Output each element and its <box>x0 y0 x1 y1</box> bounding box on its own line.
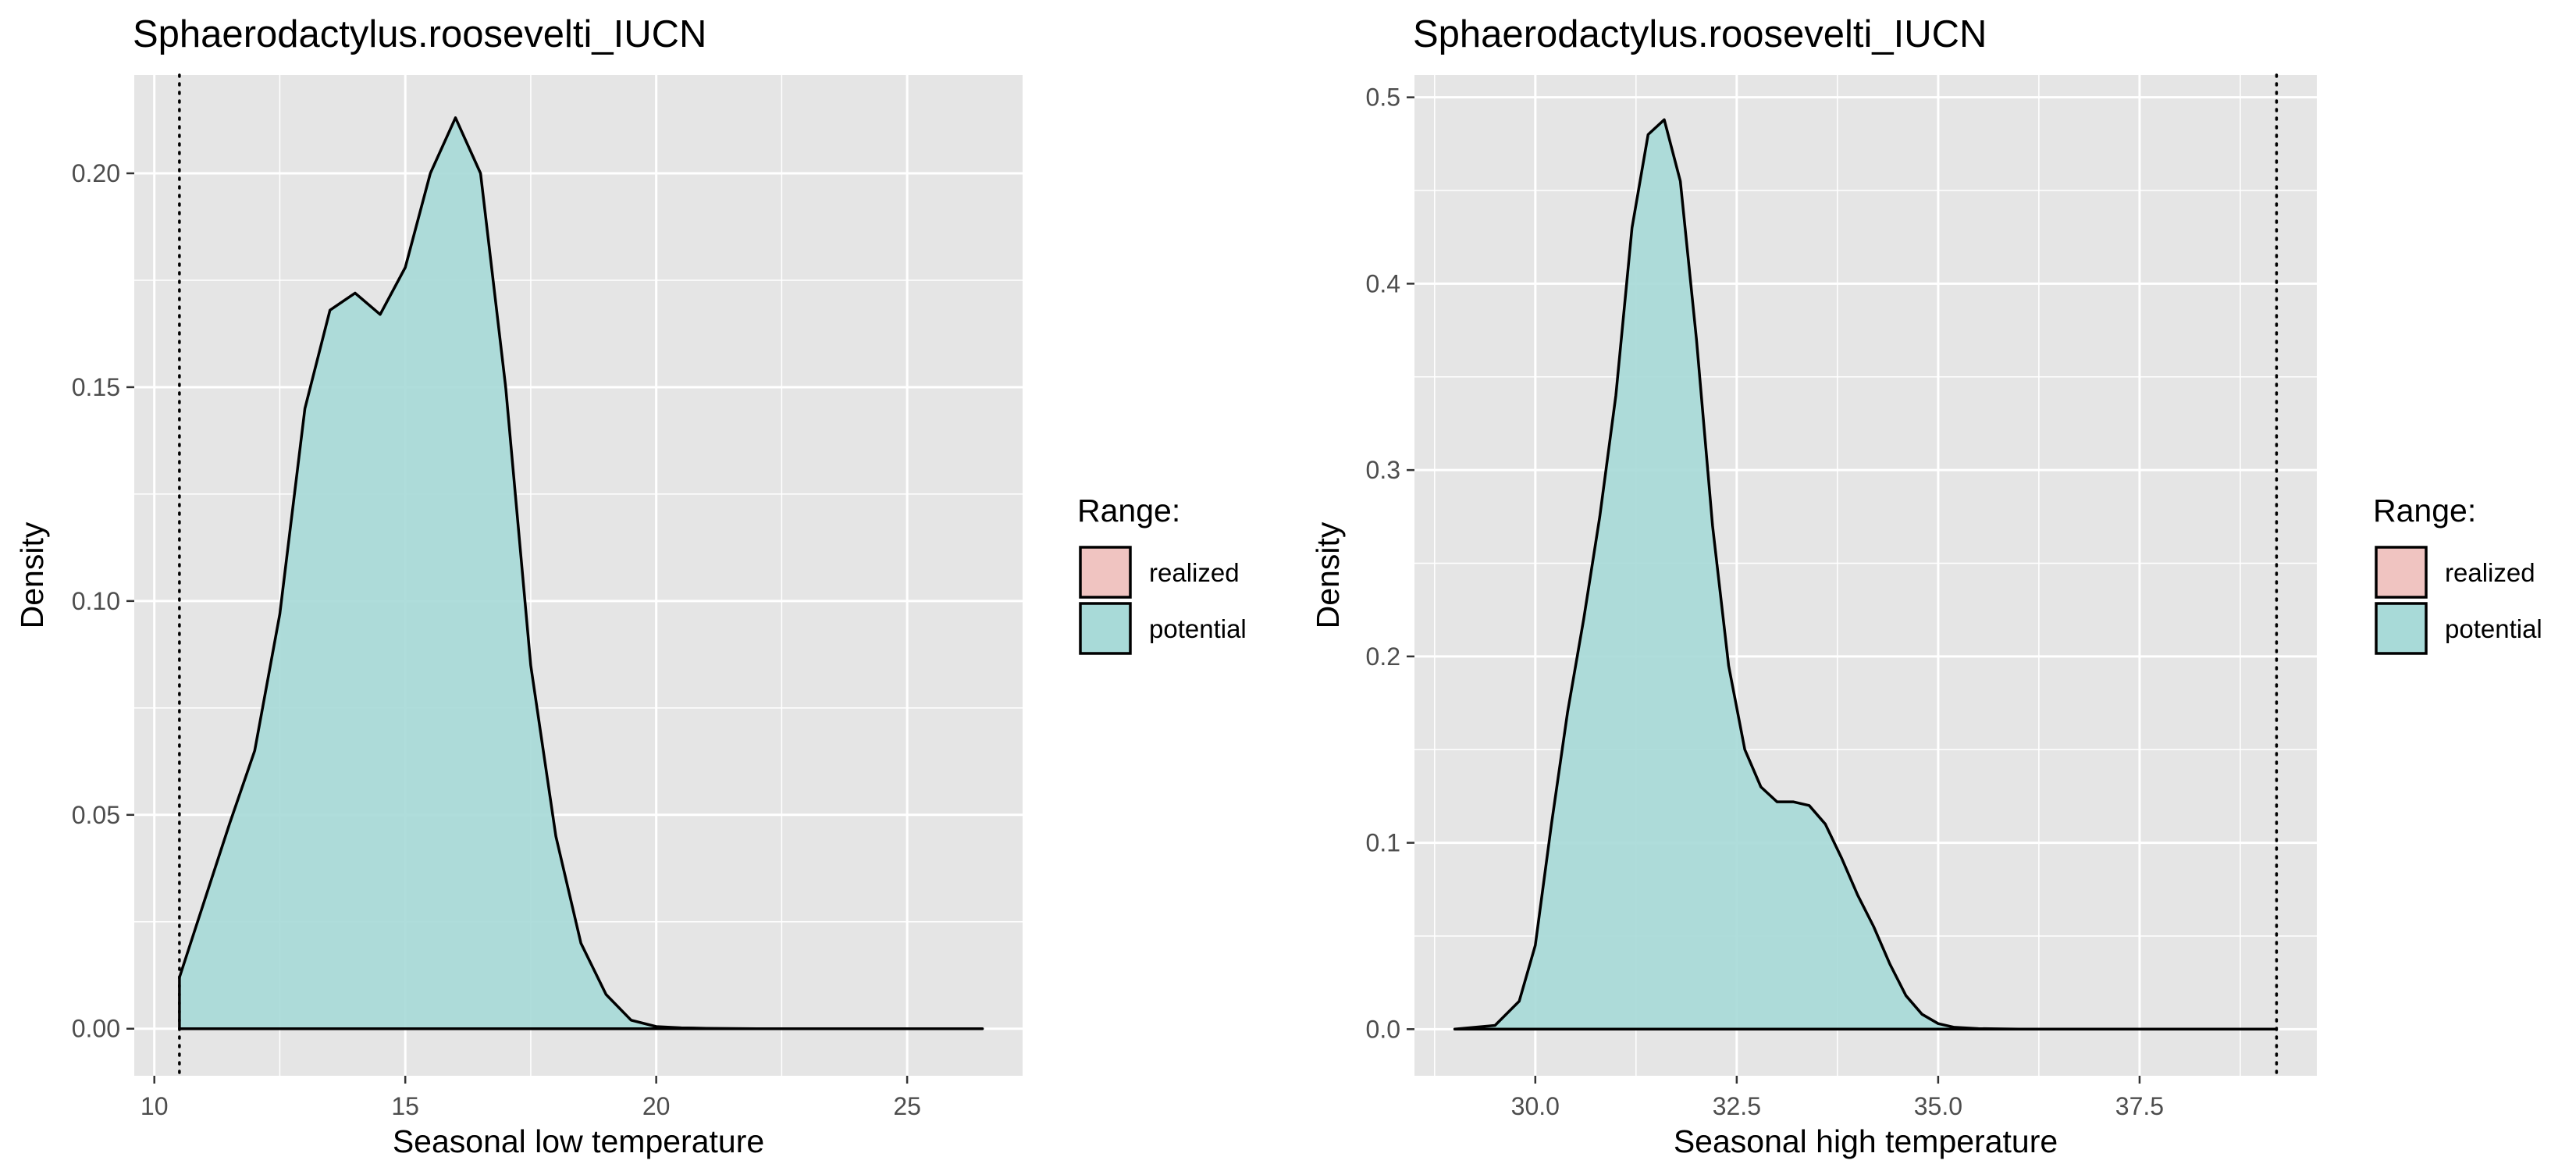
legend-label-realized: realized <box>1149 558 1240 587</box>
legend-key-potential <box>1079 602 1132 655</box>
y-tick-label: 0.2 <box>1366 642 1400 671</box>
y-axis-title: Density <box>1310 521 1346 628</box>
x-tick-label: 35.0 <box>1914 1092 1962 1120</box>
y-tick-label: 0.10 <box>72 587 120 615</box>
y-tick-label: 0.15 <box>72 373 120 401</box>
x-tick-label: 15 <box>391 1092 419 1120</box>
y-tick-label: 0.20 <box>72 159 120 187</box>
density-chart-low-temperature: 10 15 20 25 0.00 0.05 0.10 0.15 0.20 Sphaerodacty… <box>14 13 1247 1159</box>
y-tick-label: 0.05 <box>72 801 120 829</box>
legend-title: Range: <box>2373 493 2476 529</box>
y-axis-title: Density <box>14 521 50 628</box>
density-area-potential <box>178 116 984 1030</box>
legend-label-potential: potential <box>1149 614 1247 643</box>
density-area-potential <box>1453 118 2279 1031</box>
legend: Range: realized potential <box>2373 493 2542 655</box>
y-tick-label: 0.4 <box>1366 269 1400 297</box>
x-axis-title: Seasonal high temperature <box>1674 1123 2058 1159</box>
legend-title: Range: <box>1077 493 1180 529</box>
legend-label-realized: realized <box>2445 558 2535 587</box>
x-axis-title: Seasonal low temperature <box>393 1123 764 1159</box>
x-tick-label: 25 <box>893 1092 921 1120</box>
legend-label-potential: potential <box>2445 614 2542 643</box>
x-tick-label: 37.5 <box>2115 1092 2164 1120</box>
y-tick-label: 0.0 <box>1366 1015 1400 1043</box>
x-tick-label: 20 <box>642 1092 671 1120</box>
x-tick-label: 30.0 <box>1511 1092 1560 1120</box>
x-tick-label: 32.5 <box>1713 1092 1761 1120</box>
legend: Range: realized potential <box>1077 493 1247 655</box>
legend-key-potential <box>2375 602 2428 655</box>
legend-key-realized <box>1079 546 1132 599</box>
x-tick-label: 10 <box>141 1092 169 1120</box>
legend-key-realized <box>2375 546 2428 599</box>
y-tick-label: 0.1 <box>1366 829 1400 857</box>
chart-title: Sphaerodactylus.roosevelti_IUCN <box>133 13 706 55</box>
y-tick-label: 0.5 <box>1366 84 1400 112</box>
y-tick-label: 0.3 <box>1366 456 1400 484</box>
y-tick-label: 0.00 <box>72 1015 120 1043</box>
chart-title: Sphaerodactylus.roosevelti_IUCN <box>1413 13 1987 55</box>
density-chart-high-temperature: 30.0 32.5 35.0 37.5 0.0 0.1 0.2 0.3 0.4 0.5 Sphaer… <box>1310 13 2542 1159</box>
